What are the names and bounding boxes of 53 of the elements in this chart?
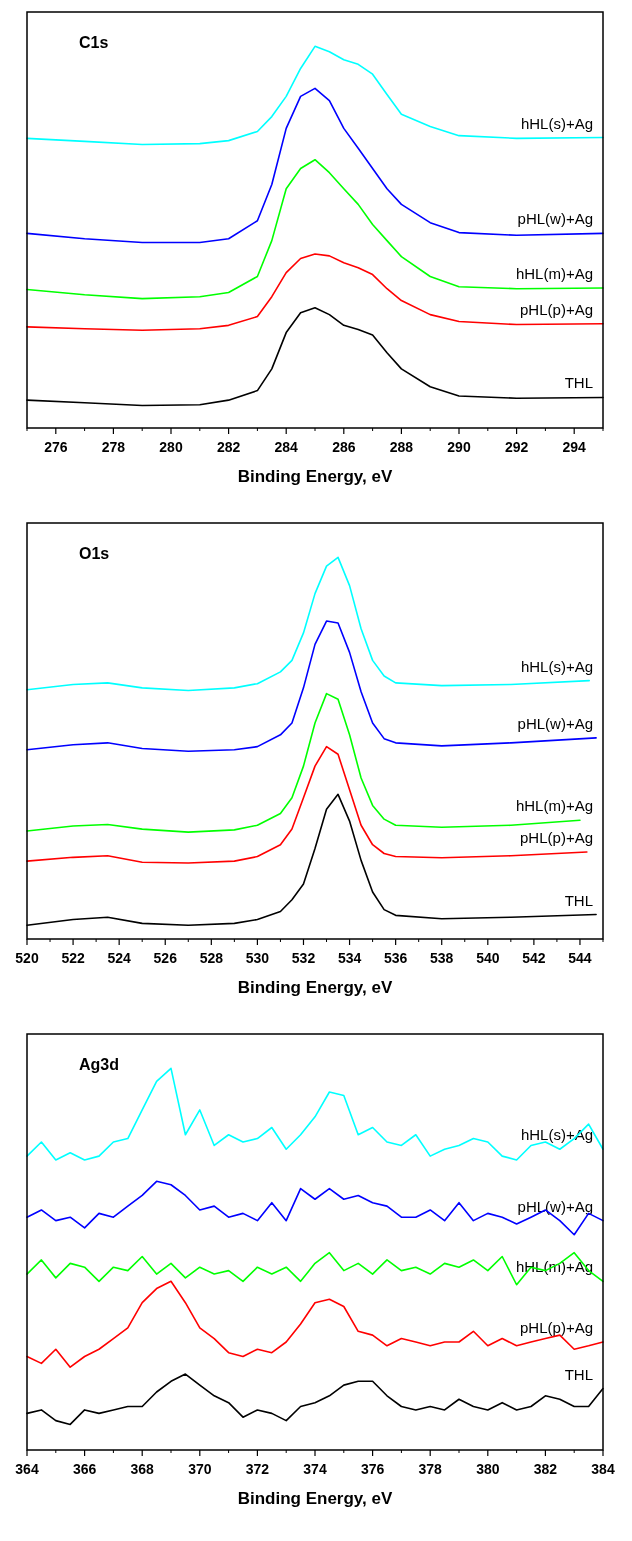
x-tick-label: 286 — [332, 439, 356, 455]
series-label: hHL(s)+Ag — [520, 657, 593, 675]
series-label: pHL(w)+Ag — [517, 714, 593, 732]
x-tick-label: 364 — [15, 1461, 39, 1477]
x-tick-label: 282 — [216, 439, 241, 455]
x-tick-label: 522 — [61, 950, 85, 966]
x-tick-label: 532 — [291, 950, 316, 966]
x-tick-label: 276 — [44, 439, 68, 455]
x-tick-label: 534 — [337, 950, 362, 966]
x-tick-label: 280 — [159, 439, 183, 455]
x-axis-title: Binding Energy, eV — [237, 1489, 393, 1508]
x-tick-label: 376 — [360, 1461, 385, 1477]
annotation: Ag3d — [79, 1056, 119, 1073]
series-label: THL — [564, 374, 593, 392]
x-tick-label: 372 — [245, 1461, 270, 1477]
x-tick-label: 530 — [245, 950, 270, 966]
x-tick-label: 368 — [130, 1461, 155, 1477]
x-tick-label: 520 — [15, 950, 39, 966]
x-tick-label: 526 — [153, 950, 178, 966]
x-tick-label: 382 — [533, 1461, 558, 1477]
x-tick-label: 540 — [476, 950, 500, 966]
series-label: pHL(p)+Ag — [520, 828, 593, 846]
x-tick-label: 292 — [504, 439, 529, 455]
x-tick-label: 278 — [101, 439, 126, 455]
series-label: THL — [564, 891, 593, 909]
series-label: hHL(m)+Ag — [515, 797, 593, 815]
series-label: pHL(p)+Ag — [520, 300, 593, 318]
series-label: hHL(s)+Ag — [520, 114, 593, 132]
x-tick-label: 524 — [107, 950, 132, 966]
x-axis-title: Binding Energy, eV — [237, 467, 393, 486]
x-tick-label: 542 — [522, 950, 546, 966]
x-tick-label: 374 — [303, 1461, 327, 1477]
series-label: pHL(w)+Ag — [517, 210, 593, 228]
series-label: pHL(w)+Ag — [517, 1197, 593, 1215]
series-label: pHL(p)+Ag — [520, 1318, 593, 1336]
annotation: O1s — [79, 545, 110, 562]
x-tick-label: 528 — [199, 950, 224, 966]
x-tick-label: 536 — [383, 950, 408, 966]
x-tick-label: 290 — [447, 439, 471, 455]
x-tick-label: 380 — [476, 1461, 500, 1477]
x-tick-label: 284 — [274, 439, 299, 455]
x-tick-label: 544 — [568, 950, 592, 966]
series-label: hHL(m)+Ag — [515, 264, 593, 282]
series-label: THL — [564, 1365, 593, 1383]
x-tick-label: 378 — [418, 1461, 443, 1477]
x-tick-label: 294 — [562, 439, 587, 455]
x-axis-title: Binding Energy, eV — [237, 978, 393, 997]
x-tick-label: 538 — [430, 950, 454, 966]
x-tick-label: 366 — [72, 1461, 97, 1477]
x-tick-label: 384 — [591, 1461, 615, 1477]
x-tick-label: 370 — [188, 1461, 212, 1477]
x-tick-label: 288 — [389, 439, 414, 455]
annotation: C1s — [79, 34, 109, 51]
